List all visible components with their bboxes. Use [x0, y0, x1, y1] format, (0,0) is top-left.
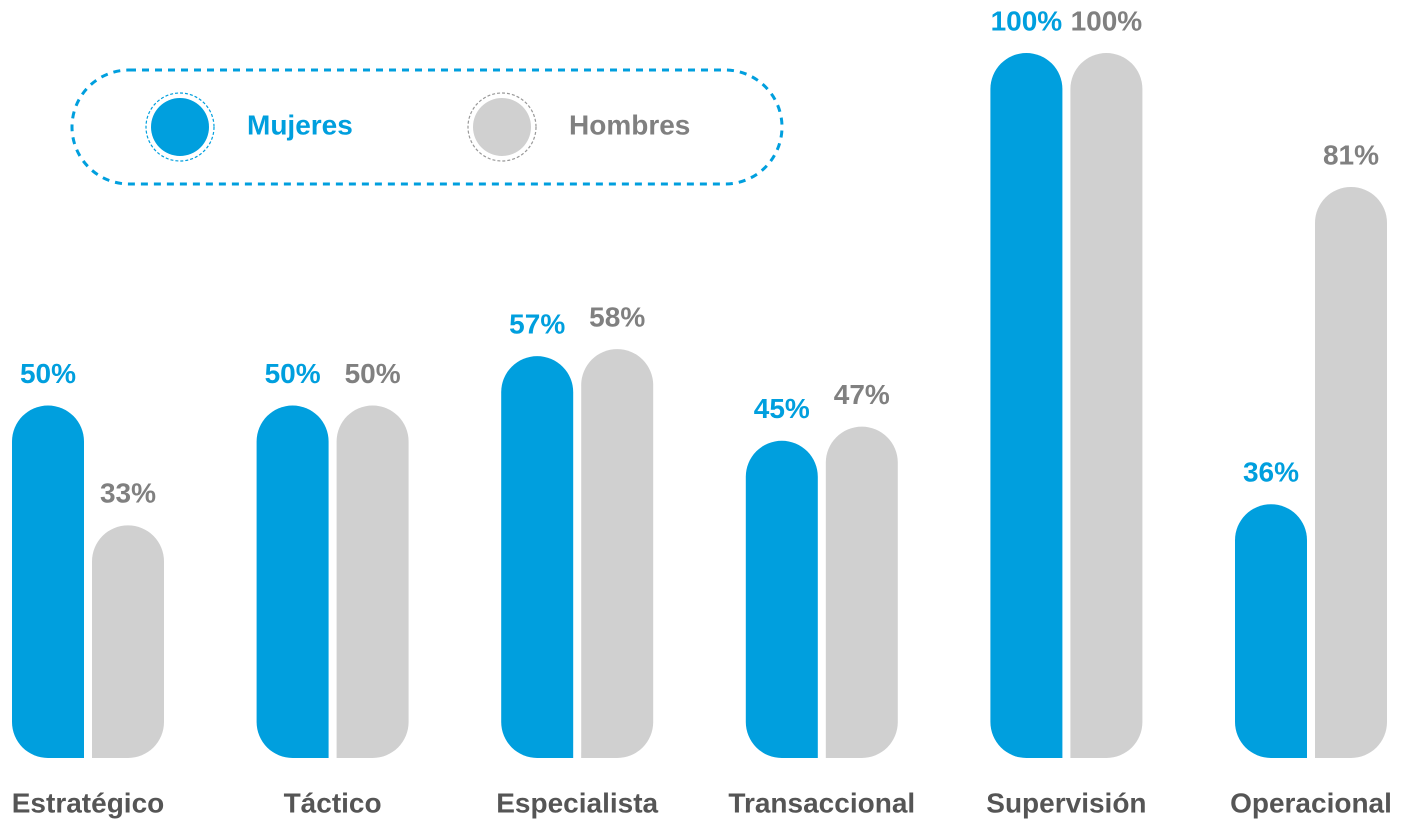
legend-ring — [145, 92, 215, 162]
value-label: 50% — [345, 358, 401, 389]
legend: Mujeres Hombres — [145, 92, 690, 162]
value-label: 50% — [20, 358, 76, 389]
value-label: 50% — [265, 358, 321, 389]
bar — [1070, 53, 1143, 759]
bar — [501, 356, 574, 758]
legend-swatch — [151, 98, 209, 156]
bar — [1235, 504, 1307, 758]
bar — [745, 440, 818, 758]
legend-label: Hombres — [569, 109, 690, 140]
legend-swatch — [473, 98, 531, 156]
bar — [336, 405, 409, 758]
bar — [825, 426, 898, 758]
legend-frame — [70, 68, 784, 186]
legend-ring — [467, 92, 537, 162]
value-label: 81% — [1323, 139, 1379, 170]
bar — [12, 405, 84, 758]
bar — [92, 525, 164, 758]
legend-label: Mujeres — [247, 109, 353, 140]
value-label: 33% — [100, 478, 156, 509]
x-tick-label: Operacional — [1230, 787, 1392, 818]
bar — [256, 405, 329, 758]
value-label: 100% — [991, 5, 1063, 36]
value-label: 47% — [834, 379, 890, 410]
x-tick-label: Táctico — [284, 787, 382, 818]
value-label: 36% — [1243, 457, 1299, 488]
x-tick-label: Especialista — [496, 787, 658, 818]
bar — [581, 349, 654, 758]
value-label: 57% — [509, 309, 565, 340]
value-label: 100% — [1071, 5, 1143, 36]
value-label: 45% — [754, 393, 810, 424]
bar — [990, 53, 1063, 759]
x-tick-label: Transaccional — [728, 787, 915, 818]
value-label: 58% — [589, 301, 645, 332]
x-tick-label: Supervisión — [986, 787, 1146, 818]
x-tick-label: Estratégico — [12, 787, 165, 818]
bar — [1315, 186, 1387, 758]
